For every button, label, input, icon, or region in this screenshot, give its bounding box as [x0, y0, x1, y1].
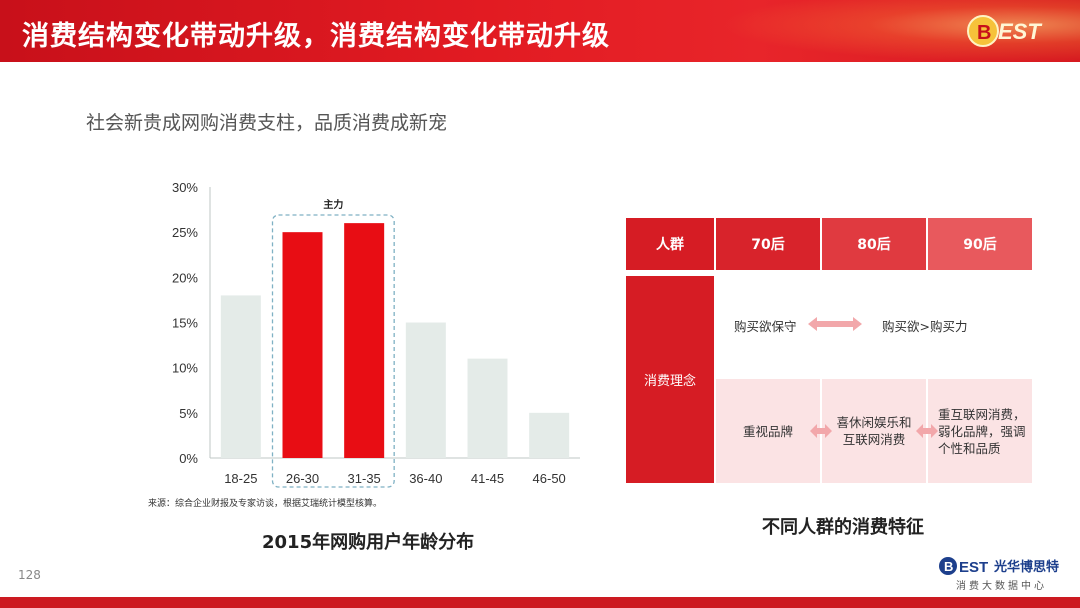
table-caption: 不同人群的消费特征 — [762, 517, 924, 538]
row-label-consumption-concept: 消费理念 — [626, 276, 714, 483]
svg-text:EST: EST — [998, 19, 1042, 44]
x-tick-label: 41-45 — [471, 471, 504, 486]
bar-36-40 — [405, 322, 446, 458]
y-tick-label: 25% — [172, 225, 198, 240]
header-cell-70s: 70后 — [716, 218, 820, 270]
y-tick-label: 0% — [179, 451, 198, 466]
svg-text:EST: EST — [959, 559, 988, 576]
subtitle: 社会新贵成网购消费支柱，品质消费成新宠 — [86, 112, 448, 134]
lower-cell-90s: 重互联网消费，弱化品牌，强调个性和品质 — [928, 379, 1032, 483]
y-tick-label: 15% — [172, 316, 198, 331]
header-cell-80s: 80后 — [822, 218, 926, 270]
bar-41-45 — [467, 358, 508, 458]
y-tick-label: 20% — [172, 270, 198, 285]
x-tick-label: 46-50 — [533, 471, 566, 486]
svg-text:B: B — [944, 559, 953, 574]
age-distribution-chart: 30% 25% 20% 15% 10% 5% 0% 18-25 26-30 31-35 36-40 4… — [172, 180, 580, 488]
title-bar-glow — [720, 0, 1080, 62]
lower-cell-90s-text: 重互联网消费，弱化品牌，强调个性和品质 — [938, 406, 1026, 456]
svg-text:光华博思特: 光华博思特 — [993, 559, 1059, 575]
header-cell-group: 人群 — [626, 218, 714, 270]
highlight-box — [271, 214, 395, 488]
x-tick-label: 31-35 — [348, 471, 381, 486]
chart-caption: 2015年网购用户年龄分布 — [262, 532, 475, 553]
highlight-label: 主力 — [323, 198, 343, 211]
y-tick-label: 30% — [172, 180, 198, 195]
lower-cell-80s: 喜休闲娱乐和互联网消费 — [822, 379, 926, 483]
chart-source: 来源：综合企业财报及专家访谈，根据艾瑞统计模型核算。 — [148, 499, 383, 509]
title-bar: 消费结构变化带动升级，消费结构变化带动升级 B EST — [0, 0, 1080, 62]
bar-31-35 — [344, 223, 385, 458]
x-tick-label: 26-30 — [286, 471, 319, 486]
bar-26-30 — [282, 232, 323, 458]
page-title: 消费结构变化带动升级，消费结构变化带动升级 — [22, 21, 610, 52]
lower-cell-80s-text: 喜休闲娱乐和互联网消费 — [836, 415, 912, 447]
lower-cell-70s: 重视品牌 — [716, 379, 820, 483]
svg-text:B: B — [977, 22, 991, 44]
bar-18-25 — [220, 295, 261, 458]
x-tick-label: 18-25 — [224, 471, 257, 486]
best-logo: B EST — [967, 15, 1042, 47]
double-arrow-icon — [916, 424, 938, 438]
y-tick-label: 10% — [172, 361, 198, 376]
double-arrow-icon — [810, 424, 832, 438]
page-number: 128 — [18, 568, 41, 582]
double-arrow-icon — [808, 317, 862, 331]
x-tick-label: 36-40 — [409, 471, 442, 486]
y-tick-label: 5% — [179, 406, 198, 421]
footer-bar — [0, 597, 1080, 608]
consumer-characteristics-table: 人群 70后 80后 90后 消费理念 购买欲保守 购买欲>购买力 重视品牌 喜… — [626, 218, 1032, 483]
upper-row: 购买欲保守 购买欲>购买力 — [716, 276, 1032, 377]
upper-right-text: 购买欲>购买力 — [882, 319, 968, 334]
upper-left-text: 购买欲保守 — [734, 319, 797, 334]
header-cell-90s: 90后 — [928, 218, 1032, 270]
footer-subtitle: 消费大数据中心 — [956, 581, 1047, 592]
bar-46-50 — [529, 412, 570, 458]
footer-logo: B EST 光华博思特 — [939, 557, 1059, 576]
